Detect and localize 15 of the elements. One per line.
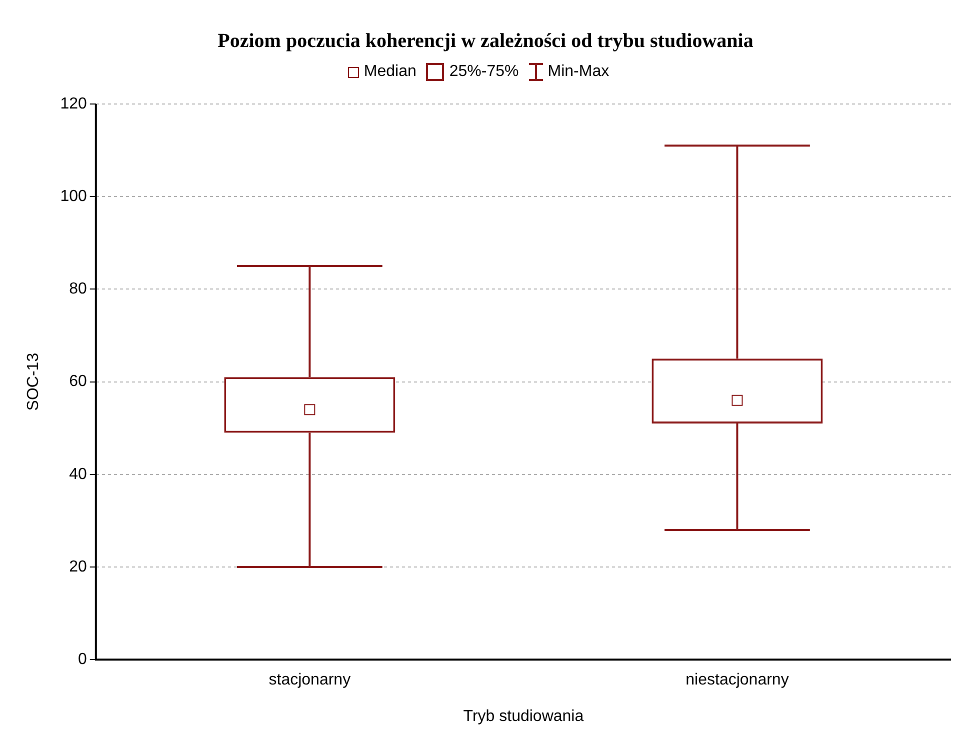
y-tick-label: 120 — [60, 95, 87, 112]
y-tick-label: 60 — [69, 373, 87, 390]
text: 25%-75% — [449, 63, 519, 81]
y-tick-label: 0 — [78, 651, 87, 668]
y-tick-label: 40 — [69, 466, 87, 483]
y-tick-label: 100 — [60, 188, 87, 206]
y-tick-label: 20 — [69, 558, 87, 576]
text: Median — [364, 63, 416, 81]
y-tick-label: 80 — [69, 280, 87, 298]
x-axis-title: Tryb studiowania — [463, 708, 584, 725]
x-tick-label: niestacjonarny — [686, 672, 789, 689]
x-tick-label: stacjonarny — [268, 672, 351, 689]
y-axis-title: SOC-13 — [25, 352, 42, 411]
text: Min-Max — [548, 63, 610, 81]
chart-title: Poziom poczucia koherencji w zależności od trybu studiowania — [218, 30, 754, 52]
